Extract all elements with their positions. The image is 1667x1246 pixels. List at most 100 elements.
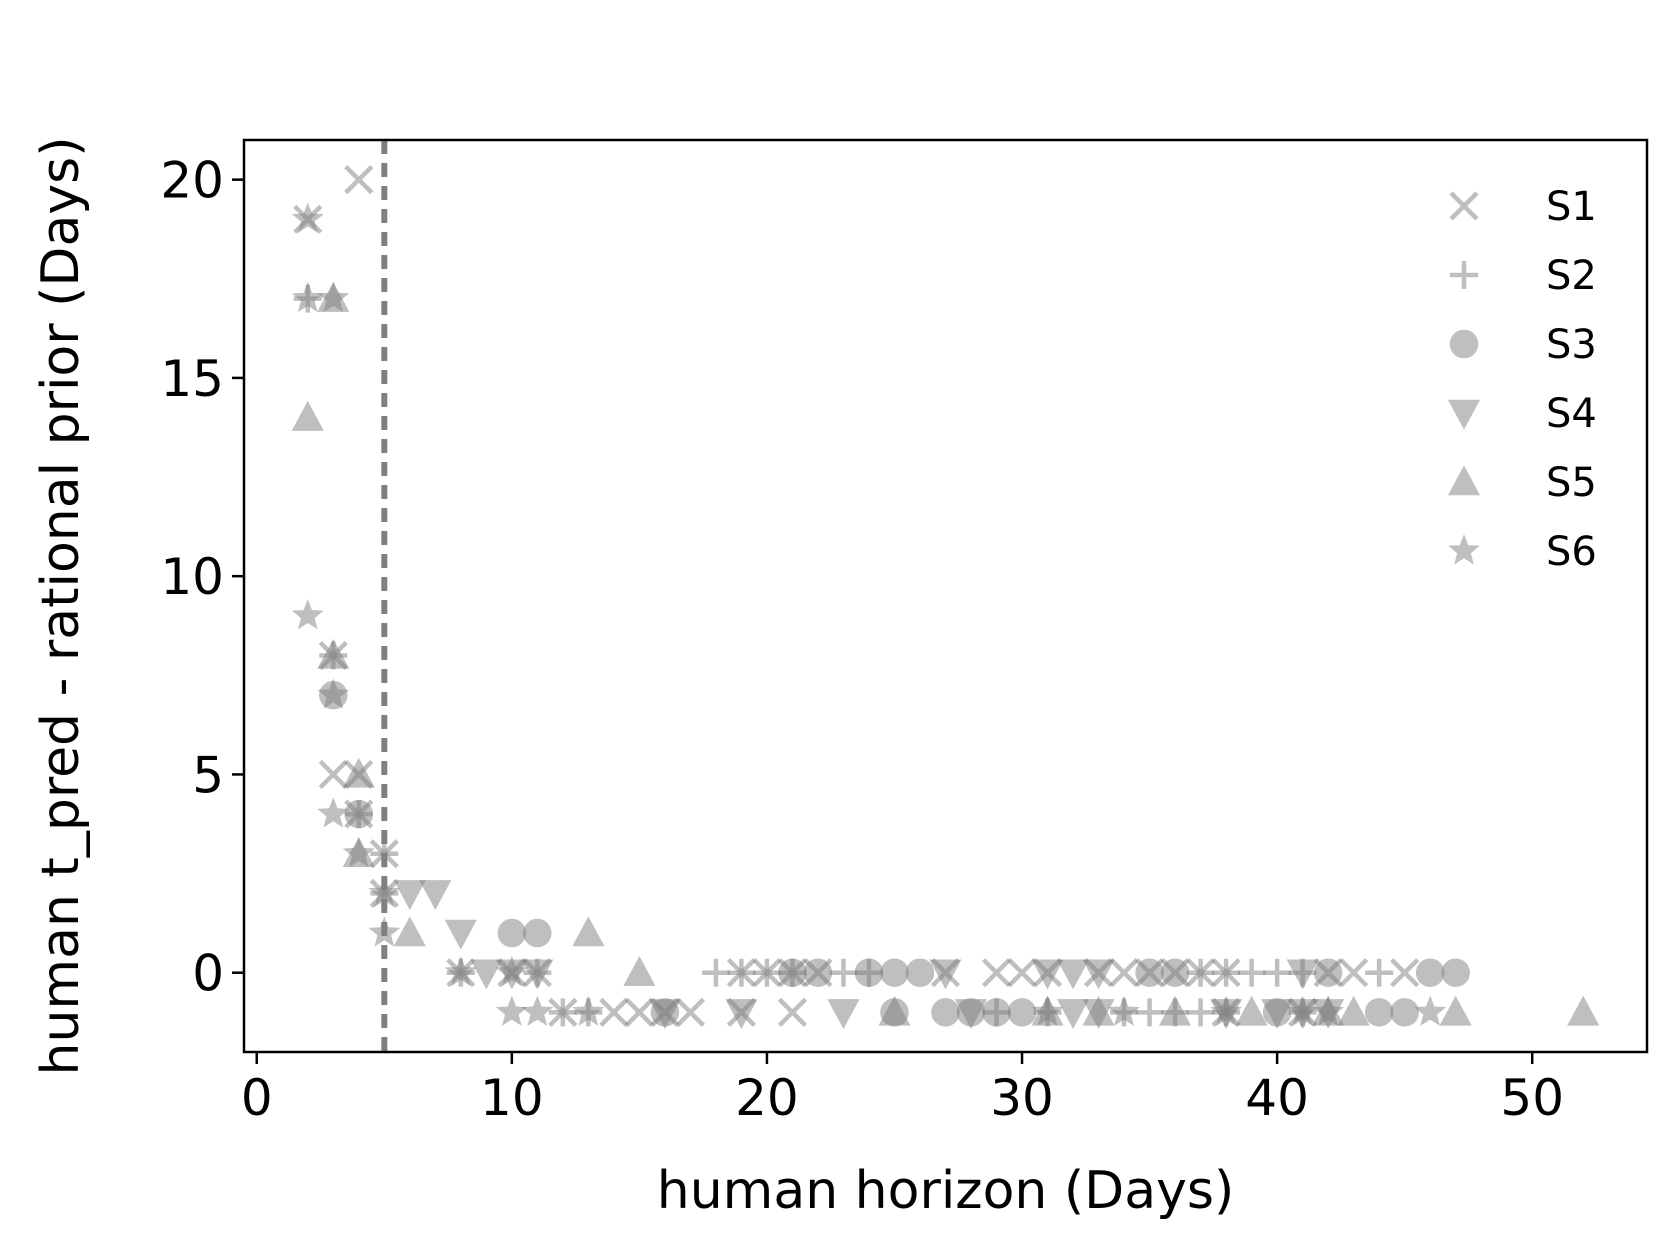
data-point-s3 [803, 958, 833, 987]
y-tick-label: 0 [192, 945, 224, 1003]
data-point-s3 [1313, 958, 1343, 987]
plot-frame [242, 138, 1649, 1054]
legend: S1 S2 S3 S4 S5 S6 [1447, 184, 1597, 575]
data-point-s6 [495, 995, 528, 1026]
y-tick-label: 15 [160, 350, 224, 408]
data-point-s2 [701, 958, 730, 987]
legend-item-s2: S2 [1450, 253, 1597, 299]
data-point-s1 [624, 997, 654, 1027]
data-point-s5 [1567, 995, 1600, 1026]
data-point-s2 [1365, 958, 1394, 987]
data-point-s3 [344, 799, 374, 829]
y-axis-label: human t_pred - rational prior (Days) [31, 137, 91, 1076]
legend-marker-s3 [1449, 329, 1479, 359]
data-point-s6 [1312, 995, 1345, 1026]
data-point-s3 [1415, 958, 1445, 987]
data-point-s3 [523, 918, 552, 948]
y-tick-label: 20 [160, 152, 224, 210]
x-axis-label: human horizon (Days) [657, 1161, 1234, 1221]
data-point-s2 [1212, 958, 1241, 987]
data-point-s6 [1414, 995, 1447, 1026]
data-point-s4 [954, 999, 988, 1029]
data-point-s3 [1364, 998, 1394, 1027]
legend-marker-s2 [1450, 261, 1478, 289]
data-point-s6 [521, 995, 554, 1026]
y-tick-label: 10 [160, 548, 224, 606]
x-tick-label: 20 [735, 1069, 799, 1127]
legend-label: S6 [1546, 529, 1597, 575]
data-point-s6 [1286, 995, 1319, 1026]
legend-item-s6: S6 [1448, 529, 1597, 575]
data-point-s2 [1186, 958, 1215, 987]
data-point-s3 [1135, 958, 1164, 987]
data-point-s4 [1056, 999, 1090, 1029]
data-point-s3 [778, 958, 807, 987]
data-point-s6 [1108, 995, 1141, 1026]
data-point-s1 [1007, 958, 1037, 988]
data-point-s3 [931, 998, 960, 1027]
legend-item-s3: S3 [1449, 322, 1597, 368]
data-point-s1 [1339, 958, 1369, 988]
legend-item-s1: S1 [1449, 184, 1597, 230]
data-point-s3 [982, 998, 1011, 1027]
legend-marker-s4 [1447, 399, 1481, 430]
data-point-s2 [727, 958, 756, 987]
data-point-s3 [1160, 958, 1190, 987]
series-s1 [293, 165, 1420, 1027]
data-point-s2 [829, 958, 858, 987]
data-point-s6 [317, 281, 350, 313]
x-tick-label: 10 [480, 1069, 544, 1127]
data-point-s6 [572, 995, 605, 1026]
data-point-s4 [1031, 959, 1064, 990]
data-point-s4 [393, 880, 426, 911]
data-point-s3 [1441, 958, 1470, 987]
data-point-s6 [495, 955, 528, 987]
data-point-s5 [1439, 995, 1472, 1026]
legend-label: S2 [1546, 253, 1597, 299]
data-point-s6 [342, 836, 375, 868]
series-s5 [291, 281, 1600, 1026]
data-point-s5 [572, 916, 605, 947]
x-axis: 0 10 20 30 40 50 [241, 1052, 1564, 1127]
x-tick-label: 0 [241, 1069, 273, 1127]
legend-marker-s5 [1447, 465, 1481, 496]
data-point-s6 [1210, 995, 1243, 1026]
data-point-s5 [317, 638, 350, 669]
data-point-s5 [878, 995, 911, 1026]
legend-item-s5: S5 [1447, 460, 1597, 506]
data-point-s2 [1263, 958, 1292, 987]
data-point-s2 [1237, 958, 1266, 987]
data-point-s5 [1235, 995, 1268, 1026]
data-point-s6 [317, 797, 350, 828]
data-point-s6 [291, 202, 324, 233]
data-point-s4 [1261, 999, 1294, 1029]
data-point-s4 [470, 959, 503, 990]
data-point-s4 [1056, 959, 1090, 990]
data-point-s1 [1390, 958, 1420, 988]
series-s6 [291, 202, 1447, 1026]
legend-marker-s1 [1449, 191, 1479, 221]
data-point-s5 [1158, 995, 1192, 1026]
data-point-s6 [291, 599, 324, 630]
data-point-s5 [1082, 995, 1115, 1026]
data-point-s3 [497, 918, 527, 948]
data-point-s4 [521, 959, 554, 990]
data-point-s6 [1031, 995, 1064, 1026]
data-point-s6 [317, 678, 350, 709]
data-point-s3 [1390, 998, 1419, 1027]
x-tick-label: 50 [1500, 1069, 1564, 1127]
data-point-s6 [444, 955, 477, 987]
x-tick-label: 40 [1245, 1069, 1309, 1127]
data-point-s1 [318, 759, 348, 790]
data-point-s5 [291, 400, 324, 431]
data-point-s5 [1337, 995, 1370, 1026]
data-point-s2 [1135, 998, 1164, 1027]
data-point-s1 [777, 997, 808, 1027]
data-point-s3 [854, 958, 884, 987]
data-point-s4 [1082, 959, 1115, 990]
data-point-s4 [444, 919, 477, 950]
data-point-s6 [291, 281, 324, 313]
data-point-s1 [599, 997, 629, 1027]
data-point-s4 [648, 999, 681, 1029]
